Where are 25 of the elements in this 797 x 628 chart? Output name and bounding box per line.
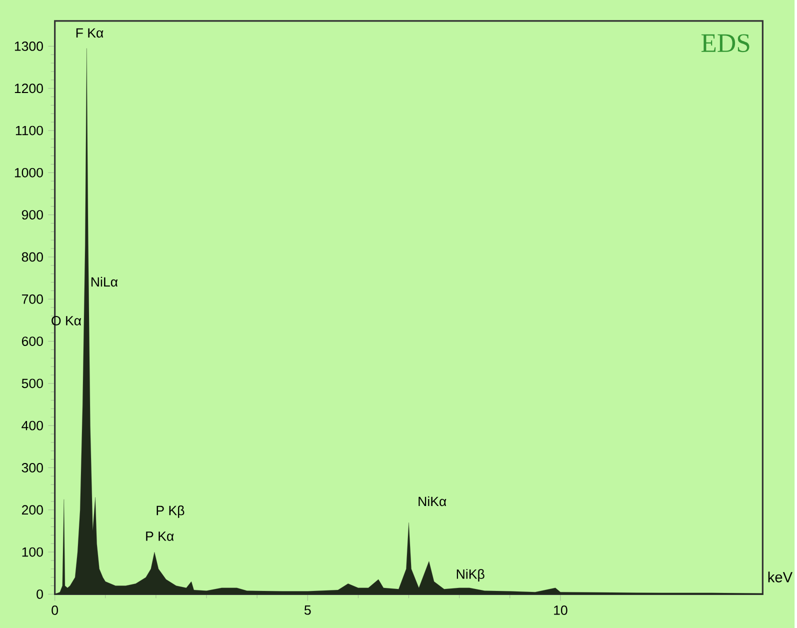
- annotation: NiKβ: [456, 569, 484, 582]
- y-tick-label: 0: [36, 589, 43, 599]
- x-tick-label: 5: [304, 605, 311, 615]
- y-tick-label: 200: [22, 505, 43, 515]
- y-tick-label: 600: [22, 336, 43, 346]
- y-tick-label: 700: [22, 294, 43, 304]
- annotation: NiKα: [418, 496, 446, 506]
- chart-title: EDS: [701, 34, 750, 52]
- y-tick-label: 1100: [16, 126, 43, 136]
- y-tick-label: 400: [22, 420, 43, 430]
- y-tick-label: 1200: [14, 84, 43, 94]
- annotation: NiLα: [91, 276, 118, 287]
- y-tick-label: 100: [22, 547, 43, 557]
- annotation: F Kα: [76, 28, 104, 38]
- x-tick-label: 0: [52, 605, 58, 615]
- x-tick-label: 10: [554, 605, 568, 615]
- y-tick-label: 800: [22, 252, 43, 262]
- y-tick-label: 300: [22, 462, 43, 472]
- y-tick-label: 1300: [14, 41, 43, 51]
- y-tick-label: 500: [22, 378, 43, 388]
- annotation: P Kα: [146, 532, 174, 541]
- annotation: P Kβ: [156, 505, 184, 518]
- x-axis-title: keV: [768, 572, 792, 582]
- y-tick-label: 900: [22, 210, 43, 220]
- y-tick-label: 1000: [14, 168, 43, 178]
